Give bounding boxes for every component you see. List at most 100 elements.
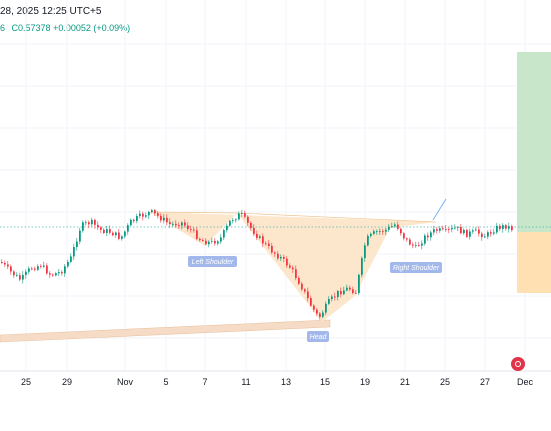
candle-body: [346, 287, 348, 291]
candle-body: [409, 239, 411, 245]
candle-body: [376, 231, 378, 233]
candle-body: [178, 225, 180, 227]
candle-body: [310, 298, 312, 306]
candle-body: [184, 222, 186, 226]
candle-body: [436, 229, 438, 231]
candle-body: [88, 222, 90, 225]
candle-body: [151, 210, 153, 212]
candle-body: [250, 222, 252, 228]
x-tick: Dec: [517, 377, 534, 387]
candle-body: [274, 252, 276, 254]
candle-body: [130, 219, 132, 226]
candle-body: [211, 240, 213, 242]
candle-body: [118, 232, 120, 239]
candle-body: [226, 225, 228, 231]
candle-body: [1, 262, 3, 263]
candle-body: [145, 215, 147, 217]
candle-body: [502, 225, 504, 229]
left-shoulder-label: Left Shoulder: [188, 256, 237, 267]
candle-body: [163, 217, 165, 221]
neckline: [149, 211, 437, 223]
candle-body: [301, 283, 303, 290]
candle-body: [328, 299, 330, 304]
candle-body: [280, 257, 282, 259]
candle-body: [337, 291, 339, 298]
candle-body: [229, 220, 231, 226]
candle-body: [220, 237, 222, 242]
candle-body: [97, 224, 99, 228]
candle-body: [466, 229, 468, 237]
candle-body: [244, 213, 246, 217]
candle-body: [334, 296, 336, 298]
candle-body: [481, 233, 483, 238]
candle-body: [454, 227, 456, 229]
grid: [0, 0, 551, 370]
candle-body: [433, 229, 435, 233]
candle-body: [427, 235, 429, 238]
candle-body: [58, 272, 60, 274]
candle-body: [361, 258, 363, 275]
candle-body: [232, 220, 234, 222]
candle-body: [496, 225, 498, 233]
candle-body: [418, 245, 420, 246]
candle-body: [367, 235, 369, 246]
candle-body: [283, 257, 285, 259]
record-icon[interactable]: [511, 357, 525, 371]
candle-body: [109, 229, 111, 233]
candle-body: [154, 210, 156, 214]
candle-body: [55, 273, 57, 276]
loss-zone: [517, 232, 551, 293]
candle-body: [448, 229, 450, 230]
candle-body: [460, 227, 462, 234]
candle-body: [313, 305, 315, 310]
candle-body: [397, 224, 399, 229]
x-tick: 27: [480, 377, 490, 387]
candle-body: [259, 236, 261, 238]
candle-body: [103, 229, 105, 233]
candle-body: [40, 266, 42, 267]
candle-body: [37, 266, 39, 270]
candle-body: [472, 230, 474, 232]
candle-body: [169, 222, 171, 225]
candle-body: [475, 229, 477, 231]
candle-body: [142, 213, 144, 217]
candle-body: [61, 272, 63, 274]
candle-body: [289, 265, 291, 268]
head-label: Head: [307, 331, 329, 342]
candle-body: [148, 211, 150, 216]
candle-body: [106, 229, 108, 233]
candle-body: [406, 238, 408, 240]
candle-body: [127, 225, 129, 232]
candle-body: [499, 225, 501, 229]
candle-body: [49, 273, 51, 275]
candle-body: [235, 219, 237, 221]
candle-body: [307, 291, 309, 299]
candle-body: [457, 227, 459, 228]
candle-body: [340, 291, 342, 295]
left-shoulder-text: Left Shoulder: [192, 259, 234, 266]
x-tick: 13: [281, 377, 291, 387]
candle-body: [34, 268, 36, 270]
candle-body: [394, 224, 396, 227]
candle-body: [238, 213, 240, 220]
candle-body: [292, 267, 294, 270]
candle-body: [94, 219, 96, 225]
candle-body: [355, 292, 357, 294]
candle-body: [445, 228, 447, 230]
candle-body: [358, 274, 360, 294]
chart-title: 28, 2025 12:25 UTC+5: [0, 6, 102, 17]
candle-body: [415, 245, 417, 246]
candle-body: [172, 223, 174, 225]
candle-body: [349, 287, 351, 290]
candle-body: [124, 231, 126, 237]
candle-body: [403, 233, 405, 239]
candle-body: [391, 226, 393, 227]
candle-body: [451, 228, 453, 230]
x-tick: 11: [241, 377, 250, 387]
candle-body: [439, 228, 441, 231]
profit-zone: [517, 52, 551, 232]
candle-body: [241, 213, 243, 214]
candle-body: [13, 271, 15, 276]
